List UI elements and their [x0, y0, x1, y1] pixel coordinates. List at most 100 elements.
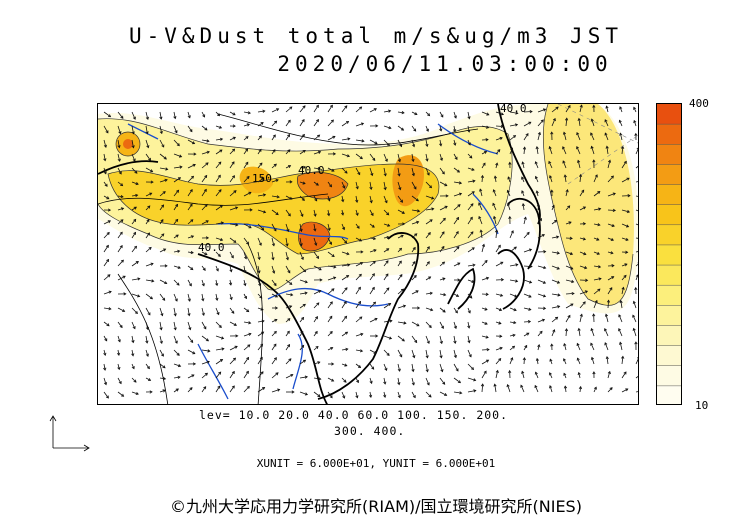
- wind-arrow: [591, 146, 595, 155]
- wind-arrow: [591, 357, 595, 365]
- wind-arrow-head: [341, 199, 345, 203]
- wind-arrow: [131, 139, 134, 148]
- wind-arrow: [578, 328, 581, 337]
- wind-arrow: [229, 190, 237, 197]
- wind-arrow: [425, 276, 431, 281]
- wind-arrow-head: [571, 291, 575, 296]
- wind-arrow-head: [361, 139, 365, 143]
- wind-arrow-head: [594, 299, 598, 304]
- wind-arrow: [618, 314, 623, 323]
- wind-arrow-head: [137, 294, 141, 298]
- wind-arrow: [383, 303, 391, 309]
- wind-arrow: [215, 111, 220, 116]
- wind-arrow-head: [273, 163, 277, 167]
- wind-arrow-head: [204, 372, 208, 376]
- wind-arrow: [201, 151, 210, 155]
- wind-arrow: [187, 293, 191, 302]
- wind-arrow: [187, 321, 191, 330]
- wind-arrow-head: [397, 368, 401, 372]
- wind-arrow: [173, 363, 181, 367]
- wind-arrow: [131, 153, 136, 162]
- wind-arrow-head: [528, 121, 532, 125]
- wind-arrow: [579, 189, 585, 197]
- wind-arrow-head: [302, 181, 306, 185]
- wind-arrow: [425, 377, 430, 386]
- wind-arrow-head: [590, 145, 594, 149]
- wind-arrow-head: [528, 307, 532, 311]
- wind-arrow: [523, 232, 530, 239]
- wind-arrow: [159, 363, 166, 369]
- wind-arrow-head: [344, 363, 348, 367]
- wind-arrow-head: [277, 388, 281, 392]
- wind-arrow: [215, 279, 218, 286]
- wind-arrow-head: [478, 215, 482, 220]
- wind-arrow: [201, 335, 209, 342]
- wind-arrow-head: [274, 306, 279, 310]
- wind-arrow-head: [359, 349, 364, 353]
- wind-arrow: [439, 349, 442, 358]
- wind-arrow-head: [146, 218, 150, 223]
- wind-arrow-head: [526, 231, 530, 235]
- wind-arrow: [369, 249, 377, 253]
- wind-arrow-head: [232, 175, 235, 179]
- wind-arrow: [355, 377, 359, 383]
- wind-arrow-head: [360, 122, 365, 126]
- wind-arrow-head: [276, 108, 280, 112]
- wind-arrow-head: [176, 189, 180, 193]
- wind-arrow: [145, 125, 148, 134]
- wind-arrow-head: [189, 188, 193, 193]
- wind-arrow-head: [550, 189, 554, 193]
- colorbar-swatch: [657, 305, 681, 326]
- wind-arrow-head: [120, 219, 124, 223]
- wind-arrow: [341, 138, 350, 141]
- wind-arrow-head: [314, 198, 318, 202]
- wind-arrow-head: [486, 112, 490, 116]
- wind-arrow-head: [592, 371, 596, 375]
- wind-arrow: [537, 344, 540, 351]
- wind-arrow: [439, 391, 447, 396]
- wind-arrow-head: [500, 293, 504, 297]
- wind-arrow: [215, 189, 222, 197]
- wind-arrow: [383, 223, 390, 227]
- wind-arrow: [551, 118, 556, 127]
- wind-arrow: [523, 147, 526, 155]
- wind-arrow: [397, 274, 403, 281]
- wind-arrow: [535, 161, 539, 169]
- wind-arrow-head: [522, 146, 527, 150]
- wind-arrow: [579, 105, 583, 113]
- wind-arrow-head: [299, 228, 303, 233]
- wind-arrow-head: [122, 309, 126, 312]
- wind-arrow-head: [359, 156, 363, 160]
- wind-arrow-head: [131, 366, 135, 370]
- wind-arrow: [562, 160, 567, 169]
- wind-arrow: [327, 167, 335, 172]
- wind-arrow-head: [159, 340, 163, 345]
- wind-arrow-head: [345, 120, 350, 124]
- wind-arrow-head: [426, 261, 430, 265]
- wind-arrow: [480, 230, 483, 239]
- wind-arrow-head: [623, 371, 627, 375]
- wind-arrow: [131, 167, 138, 174]
- wind-arrow-head: [411, 173, 415, 177]
- wind-arrow: [383, 320, 392, 323]
- wind-arrow-head: [314, 242, 318, 246]
- wind-arrow-head: [192, 163, 196, 167]
- wind-arrow: [159, 125, 163, 134]
- wind-arrow-head: [508, 215, 512, 219]
- wind-arrow-head: [497, 149, 501, 153]
- wind-arrow-head: [453, 354, 457, 359]
- wind-arrow: [369, 301, 376, 309]
- wind-arrow-head: [372, 260, 376, 264]
- wind-arrow: [243, 371, 249, 379]
- wind-arrow-head: [426, 172, 430, 176]
- wind-arrow: [313, 167, 321, 170]
- colorbar-swatch: [657, 164, 681, 186]
- wind-arrow: [453, 204, 461, 211]
- wind-arrow: [579, 206, 586, 211]
- wind-arrow: [383, 363, 387, 371]
- wind-arrow: [103, 377, 107, 385]
- wind-arrow-head: [275, 372, 279, 376]
- wind-arrow-head: [217, 113, 221, 117]
- wind-arrow-head: [525, 133, 529, 137]
- wind-arrow-head: [164, 281, 168, 284]
